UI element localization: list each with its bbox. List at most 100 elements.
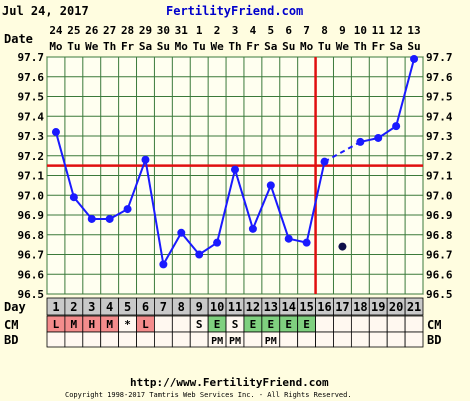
- chart-date: Jul 24, 2017: [2, 4, 89, 18]
- weekday-label: Tu: [318, 40, 331, 53]
- y-tick-label-left: 96.6: [18, 268, 45, 281]
- cm-value: E: [214, 318, 221, 331]
- weekday-label: Sa: [390, 40, 403, 53]
- bd-cell: [64, 331, 84, 348]
- date-number: 1: [196, 24, 203, 37]
- weekday-label: We: [336, 40, 350, 53]
- temperature-segment: [251, 184, 272, 230]
- weekday-label: Su: [282, 40, 295, 53]
- date-number: 7: [303, 24, 310, 37]
- day-number: 9: [196, 300, 203, 314]
- y-tick-label-right: 97.2: [426, 150, 453, 163]
- cm-value: M: [106, 318, 113, 331]
- weekday-label: Th: [228, 40, 241, 53]
- date-number: 27: [103, 24, 116, 37]
- day-cell: [404, 297, 424, 316]
- cm-value: S: [232, 318, 239, 331]
- day-number: 2: [70, 300, 77, 314]
- weekday-label: Th: [354, 40, 367, 53]
- bd-cell: [171, 331, 191, 348]
- bd-value: PM: [265, 336, 277, 347]
- weekday-label: Mo: [300, 40, 314, 53]
- date-number: 24: [49, 24, 63, 37]
- bd-cell: [297, 331, 316, 348]
- cm-value: H: [88, 318, 95, 331]
- temperature-point: [195, 250, 204, 259]
- date-number: 13: [407, 24, 420, 37]
- date-number: 29: [139, 24, 152, 37]
- temperature-point: [69, 193, 78, 202]
- day-number: 14: [281, 300, 295, 314]
- date-number: 10: [354, 24, 367, 37]
- footer-url[interactable]: http://www.FertilityFriend.com: [130, 376, 329, 389]
- cm-value: E: [267, 318, 274, 331]
- date-number: 30: [157, 24, 170, 37]
- weekday-label: Mo: [49, 40, 63, 53]
- temperature-point: [410, 54, 419, 63]
- bd-cell: [386, 331, 406, 348]
- cm-value: L: [53, 318, 60, 331]
- y-tick-label-left: 97.6: [18, 71, 45, 84]
- weekday-label: We: [85, 40, 99, 53]
- y-tick-label-left: 97.0: [18, 189, 45, 202]
- cm-cell: [404, 315, 424, 333]
- bd-cell: [368, 331, 388, 348]
- y-tick-label-right: 96.8: [426, 229, 453, 242]
- temperature-point: [213, 238, 222, 247]
- y-tick-label-right: 96.9: [426, 209, 453, 222]
- bd-cell: [279, 331, 299, 348]
- temperature-point: [159, 260, 168, 269]
- cm-cell: [333, 315, 352, 333]
- cm-value: M: [71, 318, 78, 331]
- day-number: 21: [407, 300, 421, 314]
- weekday-label: Mo: [175, 40, 189, 53]
- bd-cell: [315, 331, 334, 348]
- cm-value: E: [250, 318, 257, 331]
- day-number: 7: [160, 300, 167, 314]
- temperature-point: [177, 228, 186, 237]
- temperature-segment-dashed: [324, 141, 361, 163]
- cm-cell: [350, 315, 370, 333]
- temperature-segment: [395, 58, 416, 127]
- date-number: 6: [285, 24, 292, 37]
- bd-cell: [136, 331, 155, 348]
- weekday-label: Fr: [372, 40, 386, 53]
- weekday-label: We: [210, 40, 224, 53]
- date-number: 4: [250, 24, 257, 37]
- bd-cell: [243, 331, 263, 348]
- y-tick-label-left: 97.3: [18, 130, 45, 143]
- bd-row-label-left: BD: [4, 333, 18, 347]
- weekday-label: Su: [407, 40, 420, 53]
- bd-cell: [154, 331, 173, 348]
- cm-value: E: [285, 318, 292, 331]
- bd-value: PM: [229, 336, 241, 347]
- temperature-point: [266, 181, 275, 190]
- date-number: 5: [267, 24, 274, 37]
- y-tick-label-left: 96.5: [18, 288, 45, 301]
- temperature-point: [356, 137, 365, 146]
- date-row-label: Date: [4, 32, 33, 46]
- date-number: 8: [321, 24, 328, 37]
- temperature-point: [87, 214, 96, 223]
- day-number: 11: [228, 300, 242, 314]
- temperature-point-discarded: [338, 242, 347, 251]
- y-tick-label-right: 97.4: [426, 110, 453, 123]
- y-tick-label-right: 97.5: [426, 91, 453, 104]
- cm-value: L: [142, 318, 149, 331]
- temperature-point: [320, 157, 329, 166]
- site-title[interactable]: FertilityFriend.com: [166, 4, 304, 18]
- temperature-segment: [126, 159, 147, 210]
- temperature-segment: [305, 161, 326, 243]
- day-number: 20: [389, 300, 403, 314]
- weekday-label: Fr: [121, 40, 135, 53]
- cm-value: S: [196, 318, 203, 331]
- bd-cell: [82, 331, 102, 348]
- day-number: 18: [353, 300, 367, 314]
- cm-cell: [171, 315, 191, 333]
- temperature-point: [374, 133, 383, 142]
- date-number: 12: [390, 24, 403, 37]
- cm-cell: [386, 315, 406, 333]
- day-number: 12: [246, 300, 260, 314]
